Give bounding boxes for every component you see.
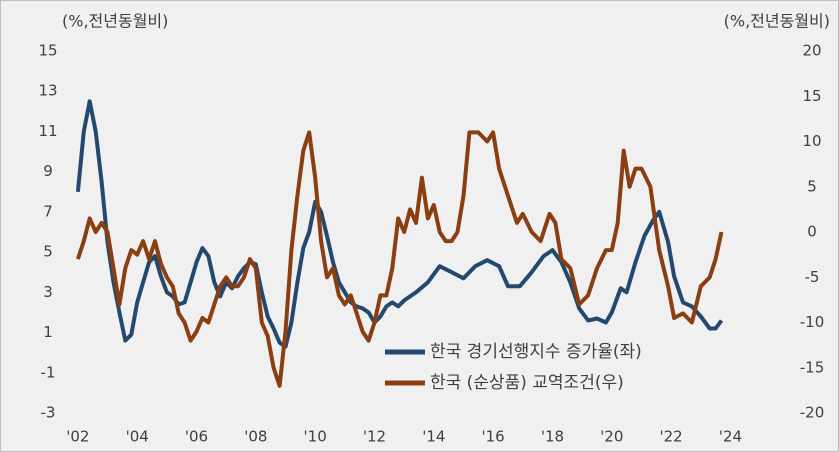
y-axis-label: (%,전년동월비) — [62, 12, 168, 31]
x-tick-label: '06 — [185, 428, 208, 446]
y-tick-label: -3 — [41, 404, 56, 422]
y2-tick-label: -15 — [800, 358, 825, 376]
y-tick-label: 15 — [38, 42, 57, 60]
y2-axis-label: (%,전년동월비) — [724, 12, 830, 31]
y-tick-label: 1 — [43, 323, 53, 341]
series-line — [75, 99, 724, 349]
x-tick-label: '20 — [600, 428, 623, 446]
x-tick-label: '04 — [126, 428, 149, 446]
x-tick-label: '22 — [660, 428, 683, 446]
y2-tick-label: -10 — [800, 313, 825, 331]
x-tick-label: '24 — [719, 428, 742, 446]
y-tick-label: 11 — [38, 122, 57, 140]
x-tick-label: '10 — [304, 428, 327, 446]
y-tick-label: -1 — [41, 363, 56, 381]
y2-tick-label: -5 — [805, 268, 820, 286]
x-tick-label: '08 — [244, 428, 267, 446]
x-tick-label: '16 — [482, 428, 505, 446]
y-tick-label: 9 — [43, 162, 53, 180]
series-line — [75, 130, 724, 388]
y2-tick-label: 0 — [807, 223, 817, 241]
legend-label: 한국 (순상품) 교역조건(우) — [430, 373, 624, 393]
x-tick-label: '12 — [363, 428, 386, 446]
y-tick-label: 13 — [38, 82, 57, 100]
y2-tick-label: 20 — [802, 42, 821, 60]
x-tick-label: '18 — [541, 428, 564, 446]
legend-label: 한국 경기선행지수 증가율(좌) — [430, 342, 642, 362]
y2-tick-label: 5 — [807, 177, 817, 195]
x-tick-label: '02 — [66, 428, 89, 446]
x-tick-label: '14 — [422, 428, 445, 446]
y-tick-label: 5 — [43, 243, 53, 261]
y2-tick-label: 10 — [802, 132, 821, 150]
y2-tick-label: 15 — [802, 87, 821, 105]
y-tick-label: 7 — [43, 202, 53, 220]
y-tick-label: 3 — [43, 283, 53, 301]
y2-tick-label: -20 — [800, 404, 825, 422]
